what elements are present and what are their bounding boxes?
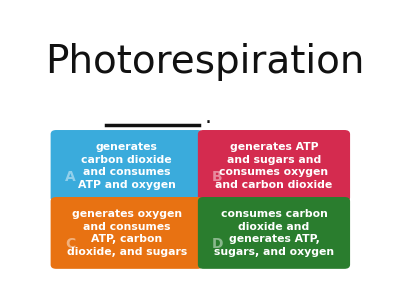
Text: generates ATP
and sugars and
consumes oxygen
and carbon dioxide: generates ATP and sugars and consumes ox… — [215, 142, 333, 190]
Text: Photorespiration: Photorespiration — [45, 43, 365, 81]
Text: .: . — [205, 106, 212, 127]
Text: A: A — [65, 170, 76, 184]
FancyBboxPatch shape — [51, 197, 203, 269]
Text: consumes carbon
dioxide and
generates ATP,
sugars, and oxygen: consumes carbon dioxide and generates AT… — [214, 209, 334, 257]
FancyBboxPatch shape — [198, 197, 350, 269]
Text: D: D — [212, 237, 224, 251]
Text: generates
carbon dioxide
and consumes
ATP and oxygen: generates carbon dioxide and consumes AT… — [78, 142, 176, 190]
Text: C: C — [65, 237, 75, 251]
FancyBboxPatch shape — [51, 130, 203, 202]
FancyBboxPatch shape — [198, 130, 350, 202]
Text: B: B — [212, 170, 223, 184]
Text: generates oxygen
and consumes
ATP, carbon
dioxide, and sugars: generates oxygen and consumes ATP, carbo… — [66, 209, 187, 257]
